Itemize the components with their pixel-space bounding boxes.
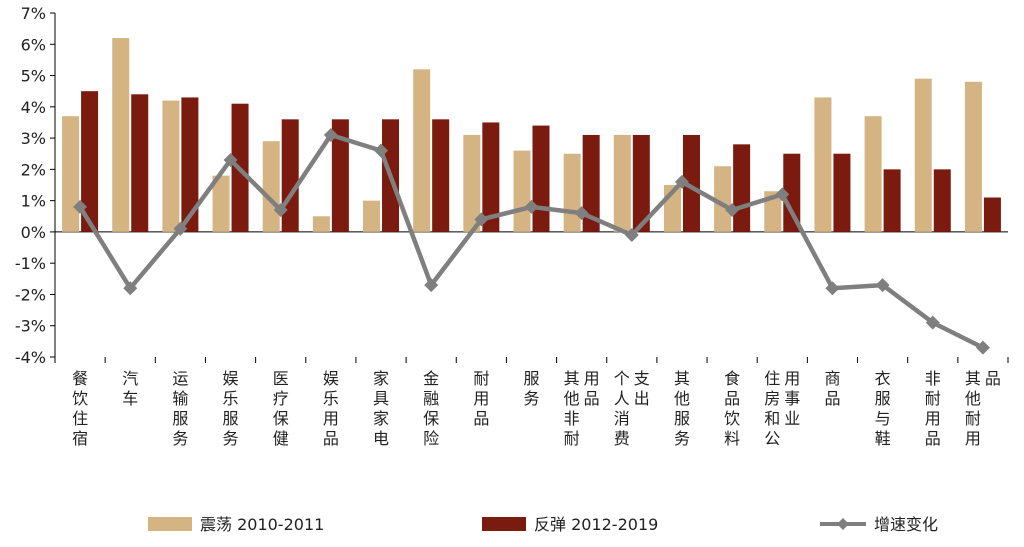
bar-shock [463, 134, 481, 232]
line-point [624, 228, 639, 243]
y-tick-label: -1% [15, 254, 46, 273]
line-point [73, 199, 88, 214]
legend-marker-growth-change [837, 518, 849, 530]
bar-rebound [131, 94, 149, 232]
legend-label-rebound: 反弹 2012-2019 [534, 515, 658, 534]
bar-rebound [532, 125, 550, 232]
line-point [374, 143, 389, 158]
x-category-label: 衣服与鞋 [875, 369, 891, 448]
x-category-label: 娱乐服务 [223, 369, 239, 448]
bar-rebound [331, 119, 349, 232]
y-tick-label: 1% [21, 192, 46, 211]
line-point [875, 278, 890, 293]
line-point [574, 206, 589, 221]
bar-rebound [432, 119, 450, 232]
legend-label-growth-change: 增速变化 [874, 515, 938, 534]
bar-shock [814, 97, 832, 232]
line-point [825, 281, 840, 296]
line-point [273, 203, 288, 218]
x-category-label: 其他非耐用品 [564, 369, 600, 448]
bar-rebound [833, 153, 851, 232]
x-category-label: 住房和公用事业 [764, 369, 800, 448]
x-category-label: 家具家电 [373, 369, 389, 448]
y-tick-label: 5% [21, 67, 46, 86]
line-point [975, 340, 990, 355]
x-category-label: 个人消费支出 [614, 369, 650, 448]
x-category-label: 运输服务 [172, 369, 188, 448]
x-category-label: 其他服务 [674, 369, 690, 448]
bar-shock [62, 116, 80, 232]
x-category-label: 医疗保健 [273, 369, 289, 448]
bar-rebound [482, 122, 500, 232]
line-point [524, 199, 539, 214]
line-point [474, 212, 489, 227]
legend-swatch-shock [148, 517, 192, 531]
axis-layer: -4% -3% -2% -1% 0% 1% 2% 3% 4% 5% 6% 7% [15, 4, 1009, 367]
x-category-label: 汽车 [122, 369, 138, 408]
y-tick-label: 4% [21, 98, 46, 117]
line-layer [73, 127, 990, 355]
bar-shock [413, 69, 431, 232]
legend-swatch-rebound [482, 517, 526, 531]
line-point [173, 221, 188, 236]
bar-rebound [181, 97, 199, 232]
line-point [223, 152, 238, 167]
bar-shock [964, 81, 982, 232]
x-category-label: 娱乐用品 [323, 369, 339, 448]
bar-shock [212, 175, 230, 232]
category-label-layer: 餐饮住宿 汽车 运输服务 娱乐服务 医疗保健 娱乐用品 家具家电 金融保险 耐用品 服务其他非耐用… [72, 369, 1001, 448]
bar-shock [714, 166, 732, 232]
bar-shock [764, 191, 782, 232]
bar-rebound [632, 134, 650, 232]
y-tick-label: -4% [15, 348, 46, 367]
bar-shock [262, 141, 280, 232]
bar-rebound [933, 169, 951, 232]
x-category-label: 金融保险 [423, 369, 439, 448]
bar-rebound [281, 119, 299, 232]
line-point [925, 315, 940, 330]
bar-shock [312, 216, 330, 232]
x-category-label: 服务 [523, 369, 539, 408]
line-point [424, 278, 439, 293]
line-point [725, 203, 740, 218]
y-tick-label: 0% [21, 223, 46, 242]
line-point [775, 187, 790, 202]
y-tick-label: 2% [21, 160, 46, 179]
bar-shock [513, 150, 531, 232]
y-tick-label: -3% [15, 317, 46, 336]
y-tick-label: 7% [21, 4, 46, 23]
bar-shock [162, 100, 180, 232]
bar-rebound [81, 91, 99, 232]
line-point [323, 127, 338, 142]
bar-rebound [883, 169, 901, 232]
bar-shock [914, 78, 932, 232]
bar-shock [563, 153, 581, 232]
bar-shock [864, 116, 882, 232]
bar-shock [613, 134, 631, 232]
bar-rebound [582, 134, 600, 232]
x-category-label: 食品饮料 [724, 369, 740, 448]
bar-rebound [783, 153, 801, 232]
line-point [123, 281, 138, 296]
bar-rebound [682, 134, 700, 232]
y-tick-label: -2% [15, 285, 46, 304]
line-point [674, 174, 689, 189]
bar-shock [363, 200, 381, 232]
y-tick-label: 3% [21, 129, 46, 148]
y-tick-label: 6% [21, 35, 46, 54]
x-category-label: 其他耐用品 [965, 369, 1001, 448]
bar-shock [112, 38, 130, 232]
x-category-label: 商品 [824, 369, 840, 408]
bar-rebound [983, 197, 1001, 232]
legend-label-shock: 震荡 2010-2011 [200, 515, 324, 534]
bar-rebound [733, 144, 751, 232]
x-category-label: 耐用品 [473, 369, 489, 428]
x-category-label: 餐饮住宿 [72, 369, 88, 448]
x-category-label: 非耐用品 [925, 369, 941, 448]
legend: 震荡 2010-2011 反弹 2012-2019 增速变化 [148, 515, 938, 534]
